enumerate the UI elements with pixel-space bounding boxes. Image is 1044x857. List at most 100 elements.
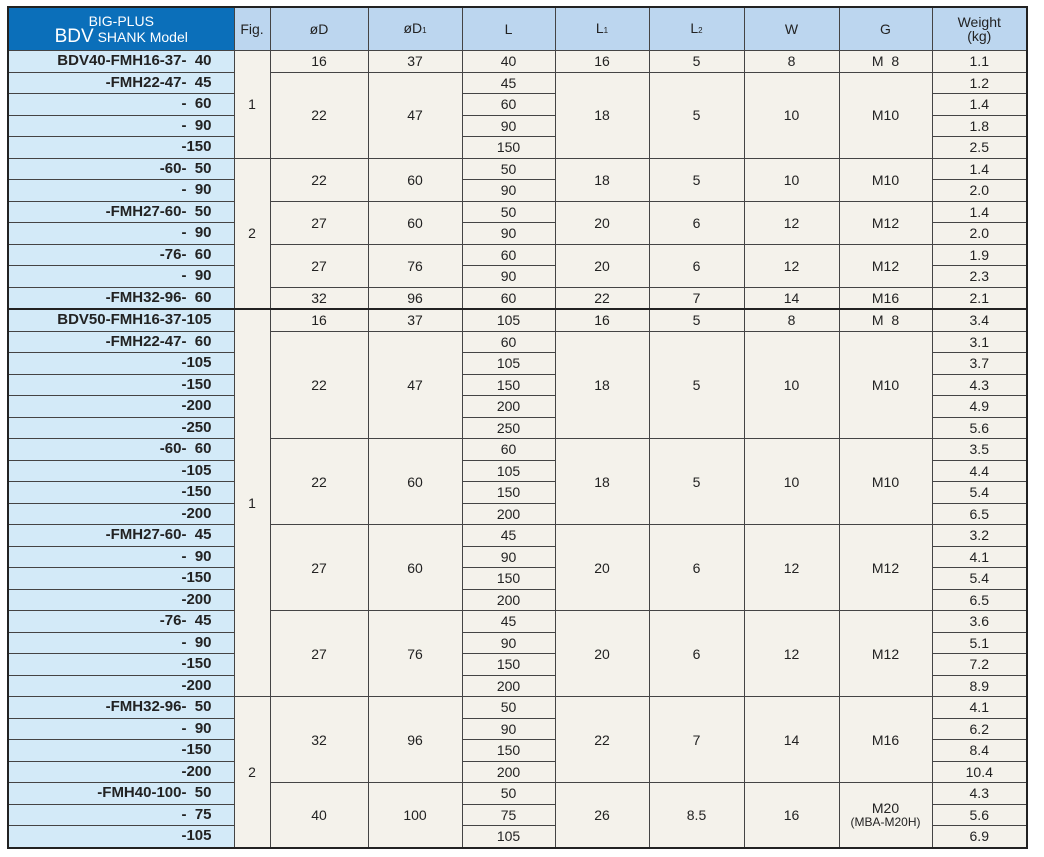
od-cell: 16 (269, 308, 369, 332)
model-cell: -105 (7, 352, 235, 375)
l-cell: 50 (461, 696, 556, 719)
g-header: G (838, 6, 933, 51)
weight-cell: 1.8 (931, 114, 1028, 137)
l-cell: 45 (461, 71, 556, 94)
g-cell: M16 (838, 286, 933, 310)
g-cell: M 8 (838, 50, 933, 73)
w-cell: 12 (743, 610, 840, 697)
l-cell: 150 (461, 653, 556, 676)
w-cell: 10 (743, 71, 840, 159)
model-cell: -150 (7, 739, 235, 762)
model-cell: -FMH40-100- 50 (7, 782, 235, 805)
fig-cell: 1 (233, 50, 271, 159)
od1-cell: 60 (367, 200, 463, 245)
l2-cell: 6 (648, 610, 745, 697)
model-cell: - 75 (7, 803, 235, 826)
thread-size: M10 (871, 376, 900, 393)
l-cell: 150 (461, 567, 556, 590)
fig-cell: 2 (233, 157, 271, 310)
l-cell: 105 (461, 825, 556, 848)
l-cell: 50 (461, 200, 556, 223)
model-cell: -105 (7, 825, 235, 848)
model-cell: -FMH32-96- 60 (7, 286, 235, 310)
table-row: -105 105 4.4 (7, 459, 1028, 482)
model-cell: -200 (7, 674, 235, 697)
l-cell: 150 (461, 481, 556, 504)
table-row: -FMH32-96- 60 32 96 60 22 7 14 M16 2.1 (7, 286, 1028, 310)
l-cell: 250 (461, 416, 556, 439)
table-row: - 90 90 2.3 (7, 265, 1028, 288)
od1-cell: 37 (367, 50, 463, 73)
table-row: -200 200 4.9 (7, 395, 1028, 418)
model-cell: -200 (7, 588, 235, 611)
table-row: -76- 60 27 76 60 20 6 12 M12 1.9 (7, 243, 1028, 288)
l1-cell: 22 (554, 696, 650, 783)
od-cell: 27 (269, 243, 369, 288)
od1-cell: 37 (367, 308, 463, 332)
table-row: -FMH22-47- 45 22 47 45 18 5 10 M10 1.2 (7, 71, 1028, 159)
g-cell: M10 (838, 157, 933, 202)
header-row: BIG-PLUS BDV SHANK Model Fig. øD øD1 L L… (7, 6, 1028, 51)
l2-cell: 5 (648, 50, 745, 73)
l-cell: 90 (461, 631, 556, 654)
l1-cell: 26 (554, 782, 650, 848)
od-cell: 27 (269, 524, 369, 611)
thread-size: M10 (871, 107, 900, 123)
od1-cell: 60 (367, 438, 463, 525)
l-cell: 40 (461, 50, 556, 73)
weight-cell: 6.9 (931, 825, 1028, 848)
l-header: L (461, 6, 556, 51)
l-cell: 60 (461, 438, 556, 461)
weight-cell: 1.1 (931, 50, 1028, 73)
weight-cell: 5.1 (931, 631, 1028, 654)
table-row: -200 200 6.5 (7, 502, 1028, 525)
weight-cell: 3.2 (931, 524, 1028, 547)
w-cell: 10 (743, 438, 840, 525)
w-header: W (743, 6, 840, 51)
weight-cell: 1.2 (931, 71, 1028, 94)
l1-cell: 18 (554, 157, 650, 202)
l-cell: 50 (461, 157, 556, 180)
w-cell: 8 (743, 308, 840, 332)
fig-cell: 2 (233, 696, 271, 848)
l2-cell: 7 (648, 286, 745, 310)
table-row: -150 150 2.5 (7, 136, 1028, 159)
model-cell: -150 (7, 373, 235, 396)
od-cell: 40 (269, 782, 369, 848)
model-cell: -FMH22-47- 60 (7, 330, 235, 353)
weight-cell: 4.3 (931, 373, 1028, 396)
thread-size: M 8 (871, 312, 900, 329)
l1-cell: 18 (554, 438, 650, 525)
g-cell: M16 (838, 696, 933, 783)
l1-cell: 16 (554, 308, 650, 332)
od-cell: 32 (269, 696, 369, 783)
od1-header: øD1 (367, 6, 463, 51)
l1-cell: 20 (554, 243, 650, 288)
weight-cell: 3.6 (931, 610, 1028, 633)
model-cell: -150 (7, 136, 235, 159)
l-cell: 90 (461, 114, 556, 137)
table-row: -250 250 5.6 (7, 416, 1028, 439)
g-cell: M10 (838, 438, 933, 525)
l1-cell: 22 (554, 286, 650, 310)
od-cell: 22 (269, 157, 369, 202)
weight-cell: 2.5 (931, 136, 1028, 159)
l2-cell: 6 (648, 524, 745, 611)
bdv-shank-spec-table: BIG-PLUS BDV SHANK Model Fig. øD øD1 L L… (7, 6, 1028, 849)
od-cell: 22 (269, 71, 369, 159)
title-bdv: BDV (54, 26, 94, 47)
title-rest: SHANK Model (97, 29, 188, 45)
model-cell: - 90 (7, 631, 235, 654)
g-cell: M12 (838, 610, 933, 697)
l-cell: 200 (461, 760, 556, 783)
weight-cell: 4.1 (931, 545, 1028, 568)
w-cell: 10 (743, 157, 840, 202)
table-row: -150 150 5.4 (7, 567, 1028, 590)
od1-cell: 60 (367, 524, 463, 611)
weight-cell: 1.4 (931, 157, 1028, 180)
table-row: -150 150 7.2 (7, 653, 1028, 676)
table-row: BDV50-FMH16-37-105 1 16 37 105 16 5 8 M 8 3.4 (7, 308, 1028, 697)
thread-size: M16 (871, 289, 900, 306)
od-cell: 27 (269, 200, 369, 245)
table-row: -FMH27-60- 45 27 60 45 20 6 12 M12 3.2 (7, 524, 1028, 611)
